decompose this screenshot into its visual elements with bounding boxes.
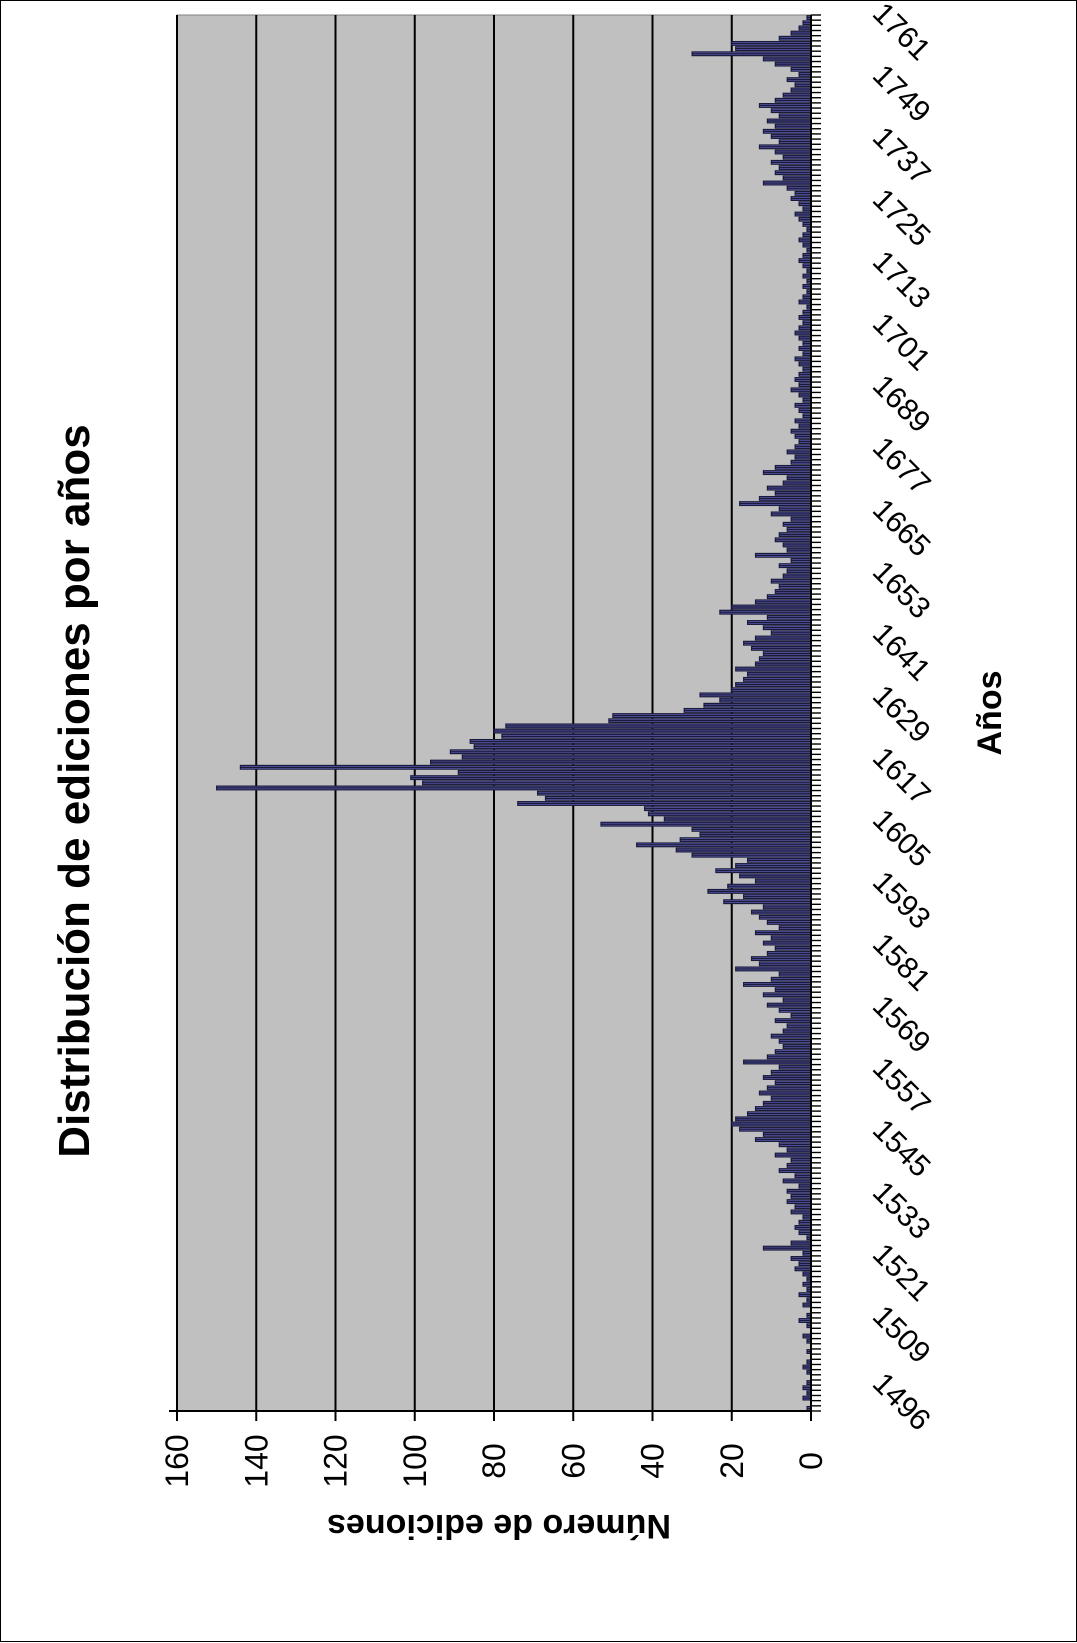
year-tick-label: 1593 <box>866 865 937 936</box>
value-tick-label: 80 <box>476 1443 512 1479</box>
year-tick-label: 1677 <box>866 431 937 502</box>
year-tick-label: 1521 <box>866 1237 937 1308</box>
x-axis-title: Años <box>971 671 1009 756</box>
year-tick-label: 1557 <box>866 1051 937 1122</box>
chart-title: Distribución de ediciones por años <box>50 424 99 1157</box>
x-tick-labels: 1496150915211533154515571569158115931605… <box>866 1 937 1437</box>
year-tick-label: 1737 <box>866 121 937 192</box>
year-tick-label: 1569 <box>866 989 937 1060</box>
gridlines <box>176 15 733 1411</box>
year-tick-label: 1509 <box>866 1299 937 1370</box>
value-tick-label: 20 <box>714 1443 750 1479</box>
axis-lines <box>169 14 821 1421</box>
year-tick-label: 1629 <box>866 679 937 750</box>
year-tick-label: 1533 <box>866 1175 937 1246</box>
year-tick-label: 1761 <box>866 1 937 67</box>
value-tick-label: 40 <box>635 1443 671 1479</box>
year-tick-label: 1689 <box>866 369 937 440</box>
year-tick-label: 1653 <box>866 555 937 626</box>
year-tick-label: 1581 <box>866 927 937 998</box>
value-tick-label: 140 <box>238 1434 274 1487</box>
year-tick-label: 1701 <box>866 307 937 378</box>
value-tick-label: 160 <box>159 1434 195 1487</box>
year-tick-label: 1496 <box>866 1367 937 1438</box>
y-axis-title: Número de ediciones <box>327 1507 671 1545</box>
year-tick-label: 1713 <box>866 245 937 316</box>
value-tick-label: 100 <box>397 1434 433 1487</box>
value-tick-label: 120 <box>318 1434 354 1487</box>
year-tick-label: 1749 <box>866 59 937 130</box>
year-tick-label: 1725 <box>866 183 937 254</box>
year-tick-label: 1665 <box>866 493 937 564</box>
year-tick-label: 1641 <box>866 617 937 688</box>
y-tick-labels: 0 20 40 60 80 100 120 140 160 <box>159 1434 829 1487</box>
year-tick-label: 1545 <box>866 1113 937 1184</box>
year-tick-label: 1617 <box>866 741 937 812</box>
value-tick-label: 60 <box>555 1443 591 1479</box>
year-tick-label: 1605 <box>866 803 937 874</box>
value-tick-label: 0 <box>793 1452 829 1470</box>
